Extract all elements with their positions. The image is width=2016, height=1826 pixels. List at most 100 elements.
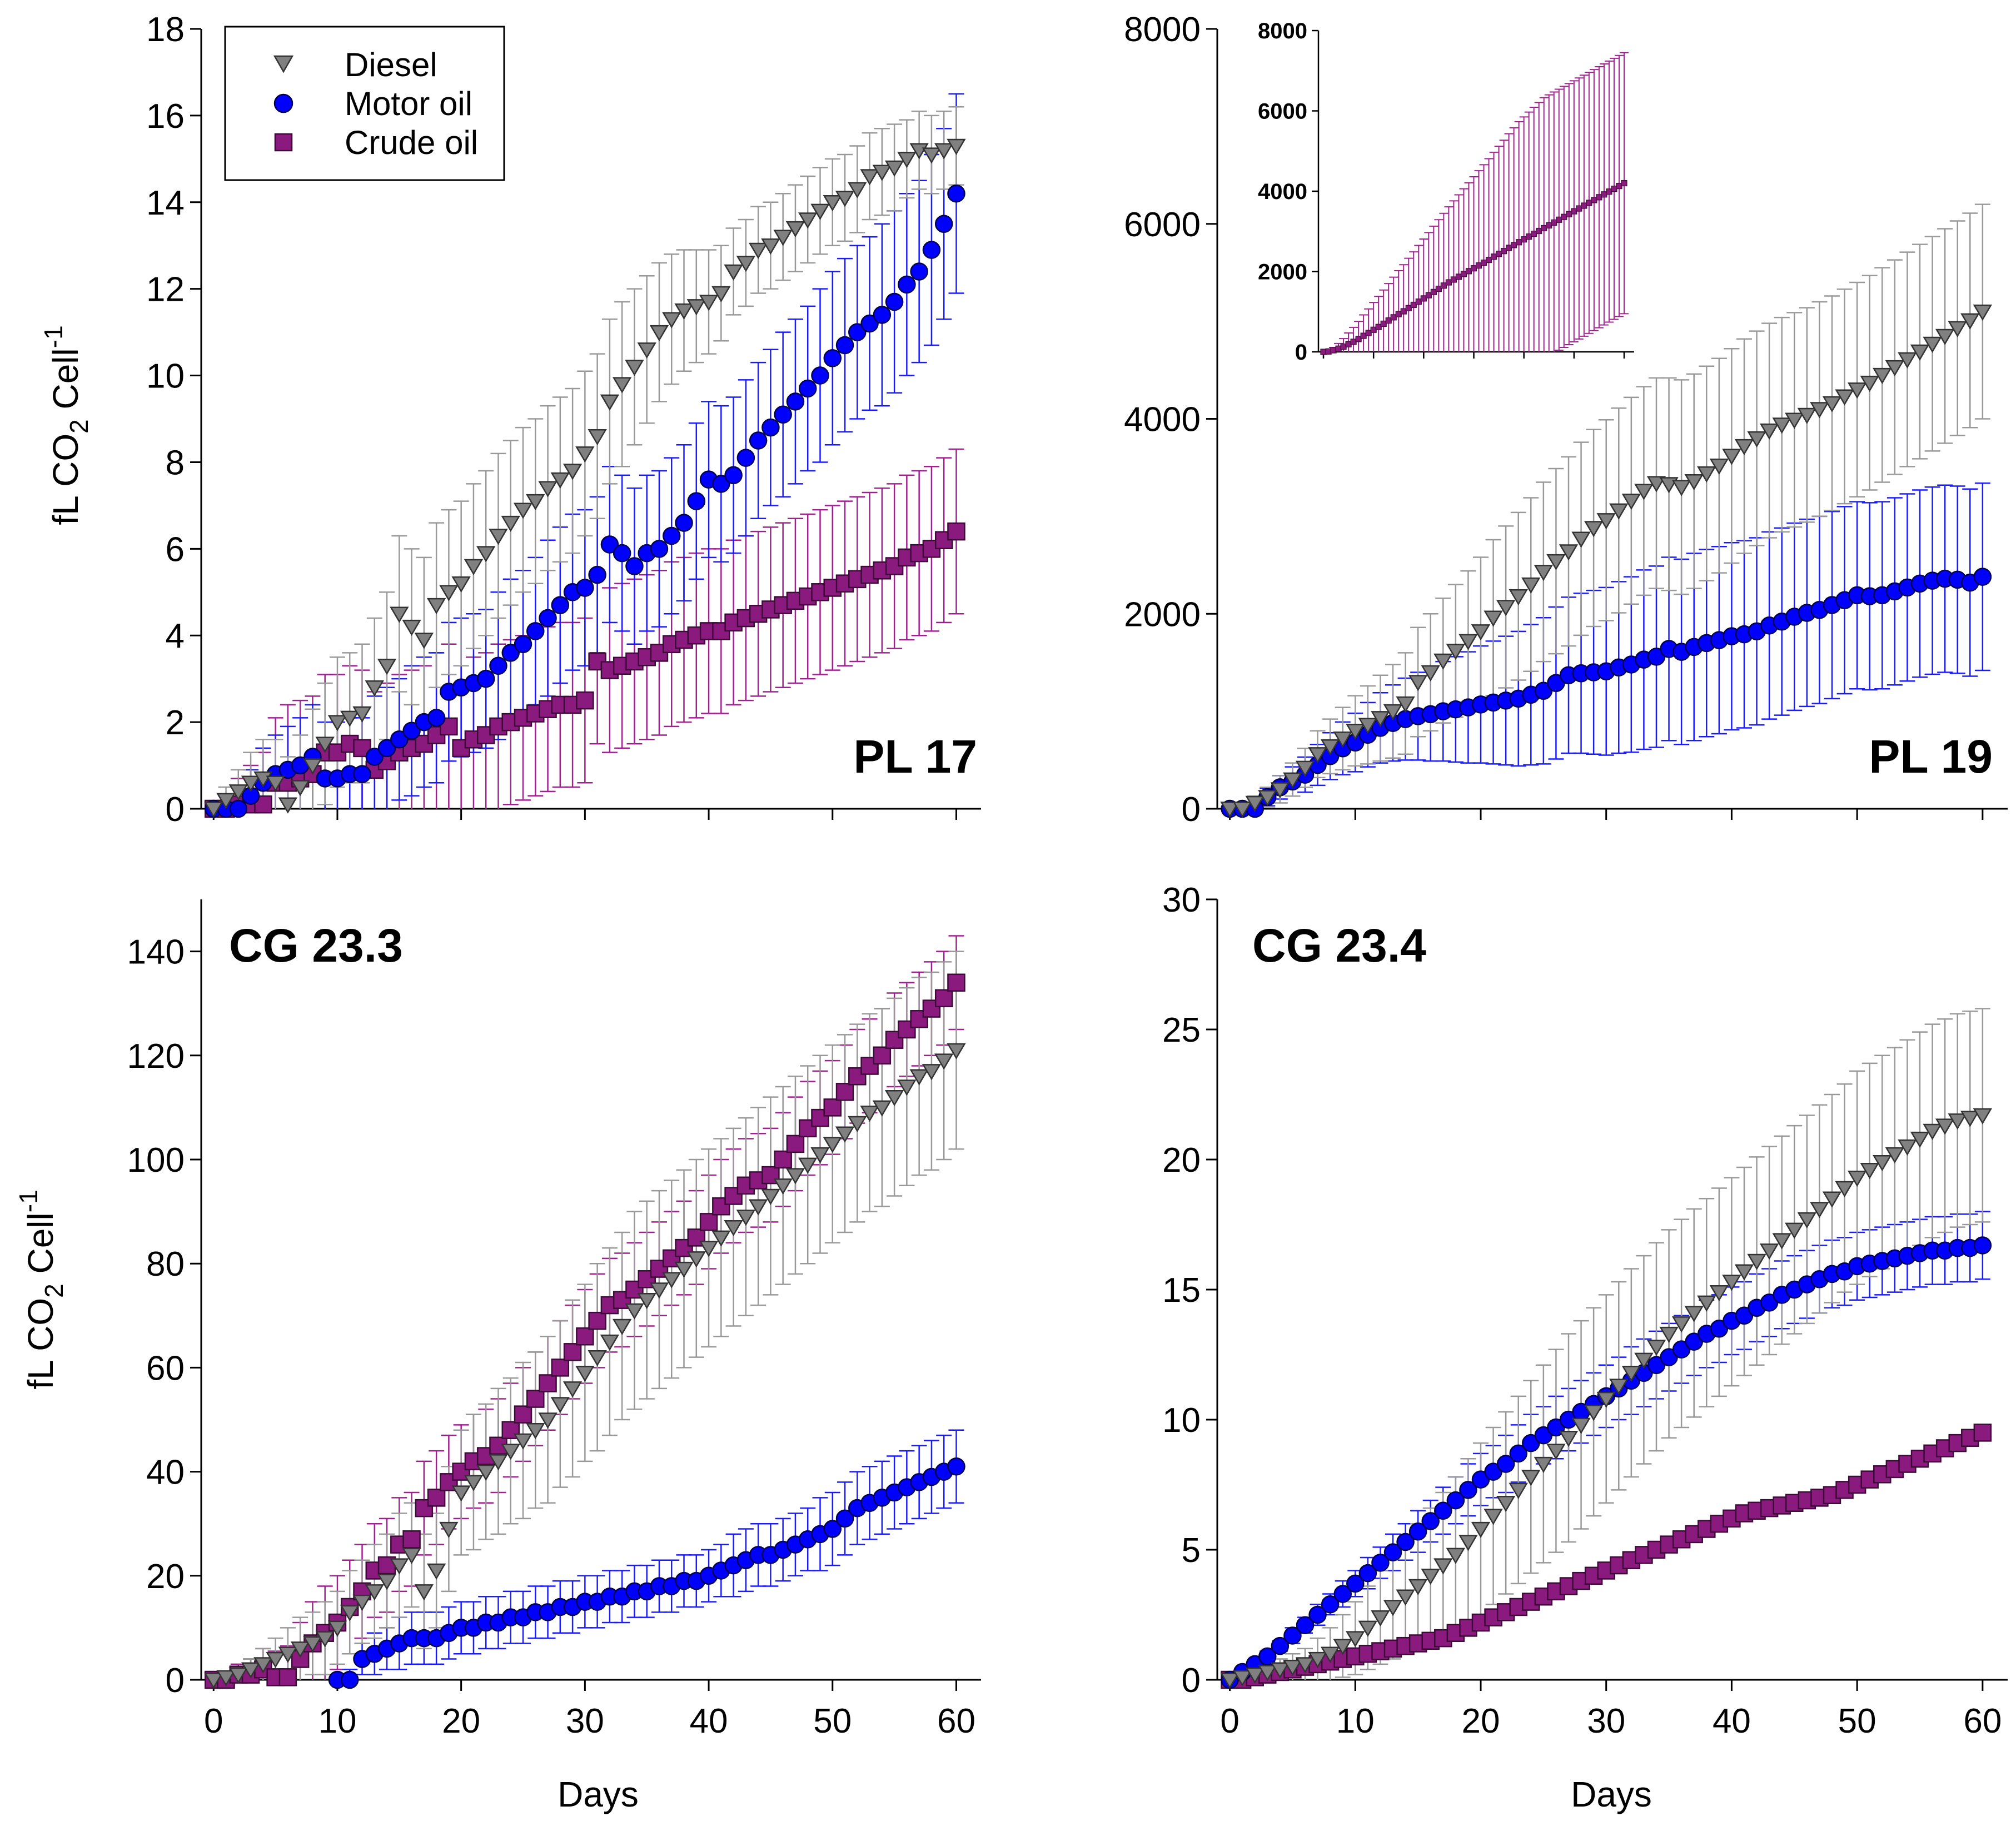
- x-tick-label: 30: [1587, 1702, 1625, 1740]
- data-point-diesel: [290, 780, 310, 797]
- data-point-diesel: [1822, 396, 1842, 412]
- panel-cg234: 0 5 10 15 20 25 30 0 10 20 30 40 50 60: [1162, 881, 2008, 1740]
- data-point-diesel: [1797, 1212, 1817, 1229]
- data-point-diesel: [327, 1620, 347, 1637]
- data-point-diesel: [1873, 1155, 1892, 1172]
- inset-pl19-crude-oil: 0 2000 4000 6000 8000: [1258, 19, 1634, 365]
- data-point-crude-oil: [588, 1311, 606, 1330]
- data-point-diesel: [1484, 1509, 1503, 1525]
- y-tick-label: 2: [166, 704, 185, 742]
- x-tick-label: 40: [690, 1702, 728, 1740]
- data-point-diesel: [612, 1318, 632, 1336]
- data-point-diesel: [1471, 1521, 1491, 1539]
- y-tick-label: 10: [1162, 1401, 1201, 1440]
- data-point-motor-oil: [934, 215, 953, 233]
- data-point-motor-oil: [613, 544, 631, 563]
- data-point-diesel: [1684, 474, 1704, 491]
- data-point-motor-oil: [1421, 1512, 1440, 1530]
- data-point-crude-oil: [1973, 1424, 1992, 1442]
- x-axis-title-cg234: Days: [1571, 1774, 1652, 1814]
- data-point-diesel: [662, 312, 681, 329]
- data-point-diesel: [848, 182, 867, 198]
- data-point-crude-oil: [576, 1327, 594, 1346]
- data-point-diesel: [1898, 352, 1917, 369]
- data-point-diesel: [377, 1574, 397, 1590]
- data-point-crude-oil: [1496, 1603, 1515, 1621]
- data-point-diesel: [1910, 344, 1930, 361]
- data-point-crude-oil: [539, 1374, 557, 1392]
- data-point-diesel: [1860, 375, 1879, 392]
- y-tick-label: 14: [146, 184, 185, 222]
- data-point-motor-oil: [1383, 1543, 1402, 1561]
- inset-data-point-crude-oil: [1415, 298, 1422, 305]
- data-point-diesel: [724, 264, 743, 281]
- y-tick-label: 60: [146, 1349, 185, 1387]
- data-point-diesel: [798, 1157, 818, 1174]
- data-point-diesel: [1910, 1131, 1930, 1148]
- data-point-diesel: [1358, 1620, 1378, 1637]
- data-point-diesel: [390, 606, 409, 623]
- data-point-diesel: [947, 1043, 966, 1059]
- y-tick-label: 10: [146, 357, 185, 396]
- data-point-diesel: [1371, 711, 1390, 728]
- data-point-diesel: [897, 1079, 917, 1096]
- data-point-diesel: [1232, 802, 1252, 818]
- legend-label-crude-oil: Crude oil: [345, 124, 478, 161]
- data-point-diesel: [538, 1412, 557, 1429]
- y-tick-label: 120: [127, 1037, 185, 1076]
- data-point-diesel: [1446, 644, 1466, 660]
- y-tick-label: 0: [166, 1661, 185, 1700]
- data-point-motor-oil: [539, 609, 557, 628]
- data-point-diesel: [1822, 1191, 1842, 1208]
- data-point-motor-oil: [229, 799, 248, 818]
- data-point-diesel: [1320, 1646, 1340, 1663]
- data-point-diesel: [773, 230, 793, 246]
- y-tick-label: 5: [1182, 1531, 1201, 1570]
- data-point-diesel: [1659, 1326, 1679, 1344]
- data-point-diesel: [1973, 304, 1993, 321]
- y-tick-label: 4000: [1124, 401, 1201, 439]
- data-point-diesel: [1885, 1147, 1905, 1164]
- data-point-diesel: [513, 1433, 533, 1450]
- data-point-motor-oil: [835, 1509, 854, 1528]
- data-point-diesel: [872, 1100, 892, 1117]
- data-point-diesel: [1383, 1600, 1403, 1616]
- y-axis-title-top: fL CO2 Cell-1: [39, 325, 93, 525]
- data-point-motor-oil: [712, 475, 730, 493]
- data-point-crude-oil: [402, 1530, 421, 1549]
- data-point-crude-oil: [699, 1213, 718, 1231]
- data-point-motor-oil: [786, 392, 805, 411]
- data-point-diesel: [1722, 449, 1741, 465]
- data-point-motor-oil: [365, 748, 384, 766]
- data-point-motor-oil: [1408, 1522, 1427, 1541]
- data-point-diesel: [241, 775, 261, 792]
- data-point-diesel: [1646, 476, 1666, 492]
- data-point-motor-oil: [377, 739, 396, 758]
- inset-y-tick-label: 6000: [1258, 99, 1307, 124]
- data-point-diesel: [625, 360, 644, 376]
- y-tick-label: 0: [1182, 790, 1201, 829]
- legend: Diesel Motor oil Crude oil: [224, 26, 505, 181]
- data-point-diesel: [464, 559, 484, 576]
- data-point-diesel: [1759, 423, 1779, 440]
- y-axis-title-top-base: fL CO: [46, 434, 86, 525]
- data-point-diesel: [1245, 1667, 1265, 1684]
- data-point-diesel: [773, 1178, 793, 1195]
- data-point-diesel: [1295, 760, 1315, 777]
- data-point-diesel: [1973, 1108, 1993, 1125]
- data-point-diesel: [600, 394, 620, 411]
- data-point-diesel: [884, 160, 904, 177]
- panel-title-cg233: CG 23.3: [229, 919, 403, 972]
- data-point-diesel: [1496, 600, 1516, 616]
- data-point-diesel: [637, 342, 656, 359]
- inset-data-point-crude-oil: [1410, 301, 1417, 309]
- data-point-diesel: [625, 1303, 644, 1320]
- data-point-diesel: [686, 1251, 706, 1268]
- data-point-diesel: [1747, 431, 1766, 448]
- y-tick-label: 2000: [1124, 595, 1201, 634]
- data-point-crude-oil: [774, 1150, 792, 1169]
- data-point-diesel: [1609, 503, 1629, 520]
- data-point-diesel: [1873, 367, 1892, 385]
- data-point-diesel: [1835, 1181, 1854, 1197]
